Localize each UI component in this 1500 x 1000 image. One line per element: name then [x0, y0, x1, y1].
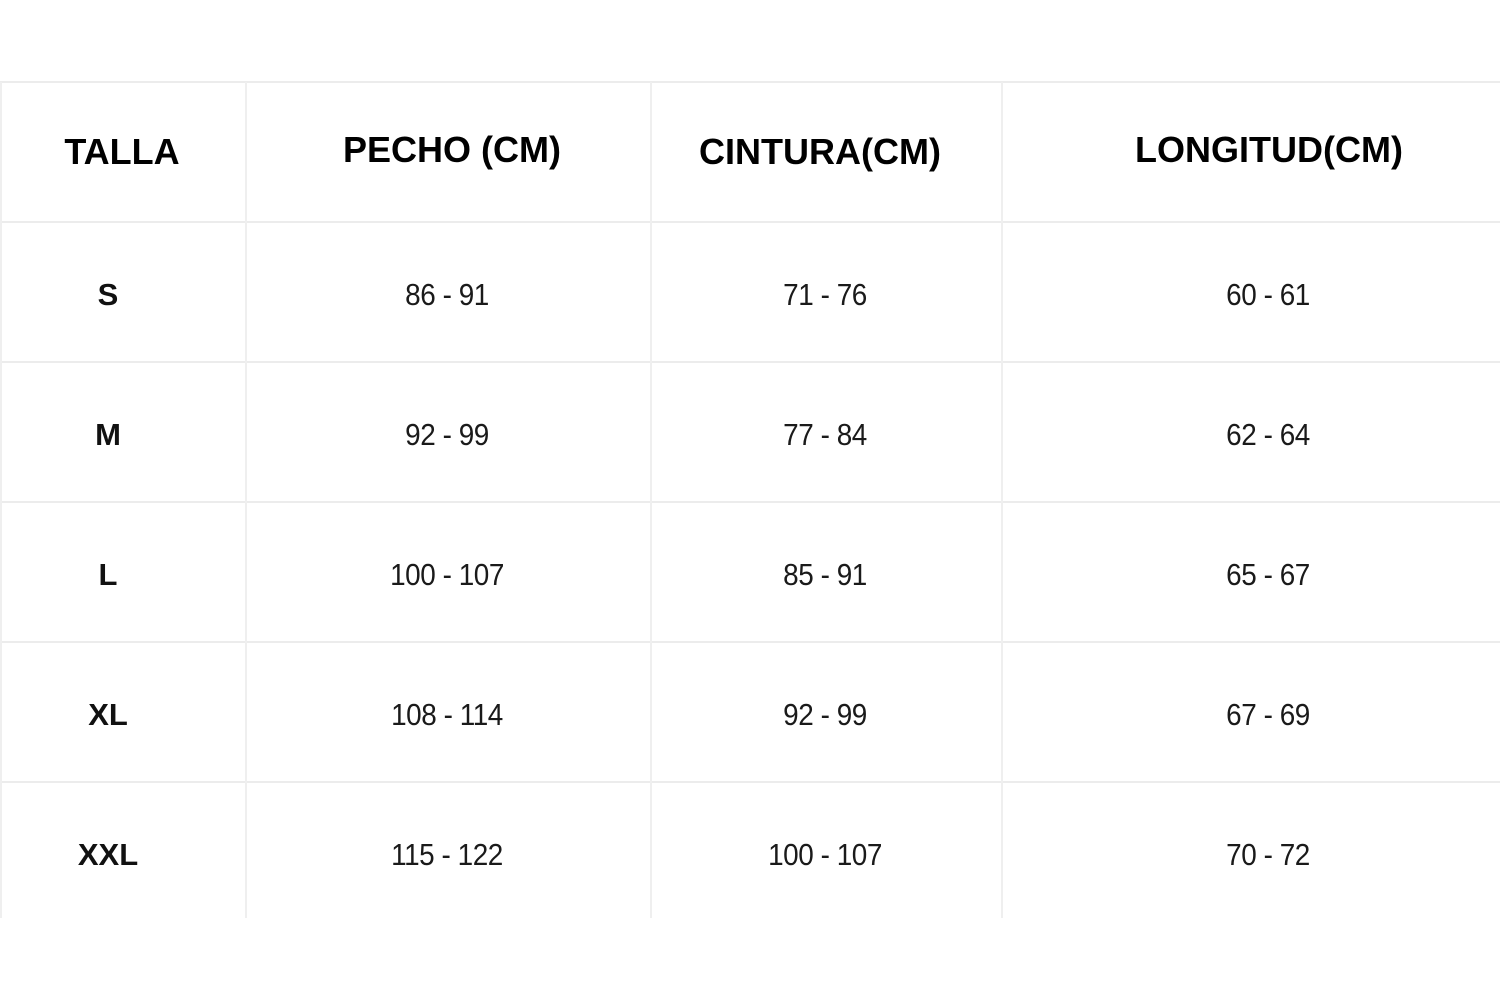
column-divider — [650, 82, 652, 918]
measurement-cell: 92 - 99 — [405, 417, 489, 452]
measurement-cell: 92 - 99 — [783, 697, 867, 732]
measurement-cell: 70 - 72 — [1226, 837, 1310, 872]
measurement-cell: 65 - 67 — [1226, 557, 1310, 592]
row-divider — [0, 81, 1500, 83]
measurement-cell: 71 - 76 — [783, 277, 867, 312]
measurement-cell: 86 - 91 — [405, 277, 489, 312]
measurement-cell: 62 - 64 — [1226, 417, 1310, 452]
row-divider — [0, 781, 1500, 783]
row-divider — [0, 221, 1500, 223]
size-label: M — [95, 417, 121, 452]
measurement-cell: 115 - 122 — [391, 837, 503, 872]
column-divider — [1001, 82, 1003, 918]
row-divider — [0, 501, 1500, 503]
column-header: PECHO (CM) — [343, 129, 561, 170]
row-divider — [0, 361, 1500, 363]
measurement-cell: 85 - 91 — [783, 557, 867, 592]
measurement-cell: 60 - 61 — [1226, 277, 1310, 312]
column-divider — [0, 82, 2, 918]
column-divider — [245, 82, 247, 918]
column-header: CINTURA(CM) — [699, 131, 941, 172]
row-divider — [0, 641, 1500, 643]
column-header: LONGITUD(CM) — [1135, 129, 1403, 170]
size-label: S — [97, 277, 119, 312]
measurement-cell: 100 - 107 — [768, 837, 882, 872]
size-label: XL — [88, 697, 128, 732]
size-label: XXL — [77, 837, 139, 872]
measurement-cell: 77 - 84 — [783, 417, 867, 452]
column-header: TALLA — [64, 131, 180, 172]
measurement-cell: 100 - 107 — [390, 557, 504, 592]
size-label: L — [98, 557, 118, 592]
measurement-cell: 67 - 69 — [1226, 697, 1310, 732]
measurement-cell: 108 - 114 — [391, 697, 503, 732]
